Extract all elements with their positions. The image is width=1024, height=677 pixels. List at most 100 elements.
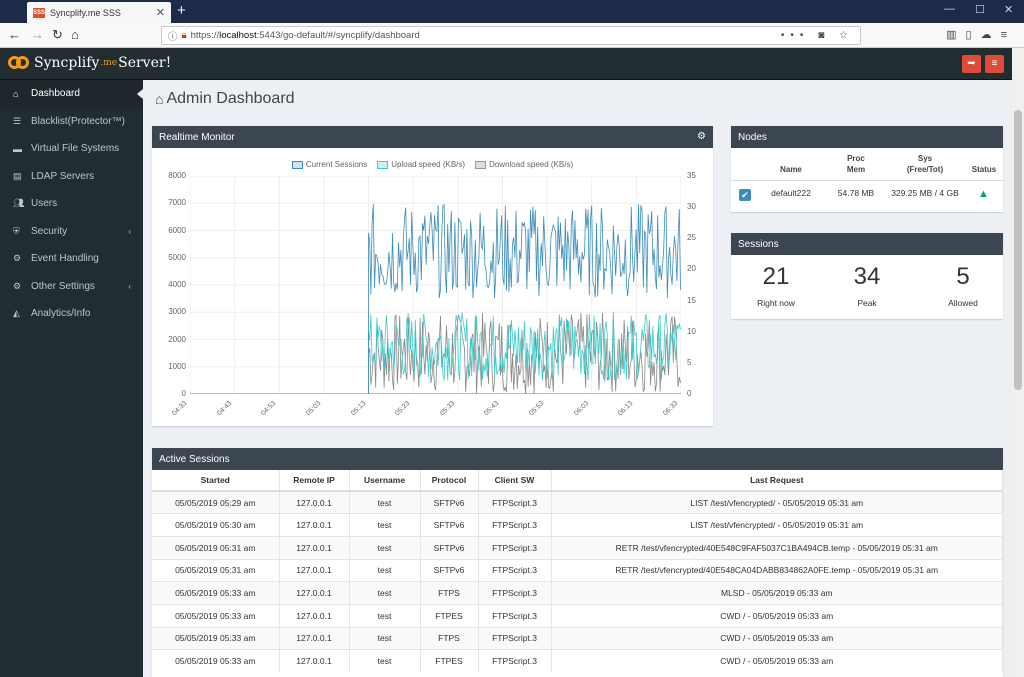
sessions-now-label: Right now (757, 298, 795, 308)
x-tick-label: 04:33 (171, 400, 189, 418)
sidebar-item-ldap-servers[interactable]: ▤ LDAP Servers (0, 163, 143, 191)
page-scrollbar[interactable] (1012, 48, 1024, 677)
sidebar-item-security[interactable]: ⛨ Security ‹ (0, 218, 143, 246)
legend-swatch (475, 160, 487, 169)
y-right-tick-label: 0 (687, 389, 692, 398)
table-cell: FTPScript.3 (478, 558, 552, 582)
sync-icon[interactable]: ☁ (980, 29, 1001, 41)
new-tab-button[interactable]: + (177, 2, 186, 19)
table-cell: FTPS (420, 626, 479, 650)
pocket-icon[interactable]: ◙ (818, 30, 831, 41)
column-header[interactable]: Client SW (478, 470, 552, 492)
chart-legend: Current Sessions Upload speed (KB/s) Dow… (152, 160, 713, 169)
table-row[interactable]: 05/05/2019 05:31 am 127.0.0.1 test SFTPv6 FT… (152, 558, 1003, 582)
table-row[interactable]: 05/05/2019 05:29 am 127.0.0.1 test SFTPv6 FT… (152, 490, 1003, 514)
menu-icon[interactable]: ≡ (1000, 29, 1016, 41)
browser-tab[interactable]: SSS Syncplify.me SSS ✕ (27, 2, 171, 23)
y-right-tick-label: 25 (687, 233, 696, 243)
url-bar[interactable]: ⓘ 🔒︎ https:// localhost :5443/go-default… (161, 26, 861, 45)
table-row[interactable]: 05/05/2019 05:33 am 127.0.0.1 test FTPS FTPS… (152, 581, 1003, 605)
y-tick-label: 1000 (168, 361, 186, 371)
column-header[interactable]: Username (349, 470, 421, 492)
forward-button[interactable]: → (31, 27, 44, 42)
table-cell: 05/05/2019 05:29 am (152, 490, 280, 514)
home-button[interactable]: ⌂ (71, 27, 79, 42)
column-header[interactable]: Last Request (551, 470, 1003, 492)
sidebar-item-event-handling[interactable]: ⚙ Event Handling (0, 245, 143, 273)
column-header: Sys (Free/Tot) (906, 154, 944, 174)
table-cell: SFTPv6 (420, 513, 479, 537)
node-sys-mem: 329.25 MB / 4 GB (891, 188, 959, 198)
y-tick-label: 5000 (168, 252, 186, 262)
app-logo[interactable]: Syncplify .me Server! (8, 55, 171, 71)
logout-button[interactable]: ➥ (962, 55, 981, 73)
browser-nav-bar: ← → ↻ ⌂ ⓘ 🔒︎ https:// localhost :5443/go… (0, 23, 1024, 48)
y-right-tick-label: 20 (687, 264, 696, 274)
scrollbar-thumb[interactable] (1014, 110, 1022, 390)
maximize-icon[interactable]: ☐ (975, 4, 985, 16)
sidebar-item-label: Security (31, 225, 68, 237)
x-tick-label: 04:43 (215, 400, 234, 418)
library-icon[interactable]: ▥ (946, 29, 966, 41)
panel-title: Sessions (738, 238, 779, 250)
legend-item[interactable]: Current Sessions (291, 160, 367, 169)
bookmark-star-icon[interactable]: ☆ (839, 30, 854, 41)
x-tick-label: 05:53 (528, 400, 546, 418)
legend-item[interactable]: Upload speed (KB/s) (377, 160, 465, 169)
node-checkbox[interactable]: ✔ (739, 189, 751, 201)
table-cell: 127.0.0.1 (279, 558, 350, 582)
shield-icon: ⛨ (13, 225, 20, 236)
close-window-icon[interactable]: ✕ (1004, 4, 1014, 16)
gear-icon[interactable]: ⚙ (697, 131, 706, 142)
menu-toggle-button[interactable]: ≡ (985, 55, 1004, 73)
reload-button[interactable]: ↻ (52, 27, 63, 42)
column-header[interactable]: Started (152, 470, 280, 492)
sidebar-item-analytics[interactable]: ◭ Analytics/Info (0, 300, 143, 328)
table-row[interactable]: 05/05/2019 05:31 am 127.0.0.1 test SFTPv6 FT… (152, 535, 1003, 560)
browser-tab-bar: SSS Syncplify.me SSS ✕ + — ☐ ✕ (0, 0, 1024, 23)
sidebar-item-users[interactable]: 👥︎ Users (0, 190, 143, 218)
table-cell: FTPScript.3 (478, 490, 552, 514)
column-header[interactable]: Protocol (420, 470, 479, 492)
table-row[interactable]: 05/05/2019 05:33 am 127.0.0.1 test FTPS FTPS… (152, 626, 1003, 650)
sidebar: ⌂ Dashboard ☰ Blacklist(Protector™) ▬ Vi… (0, 80, 143, 677)
table-cell: test (349, 626, 421, 650)
back-button[interactable]: ← (8, 27, 21, 42)
table-cell: CWD / - 05/05/2019 05:33 am (551, 649, 1003, 673)
table-cell: test (349, 535, 421, 560)
table-cell: FTPScript.3 (478, 626, 552, 650)
table-cell: RETR /test/vfencrypted/40E548C9FAF5037C1… (551, 535, 1003, 560)
table-cell: RETR /test/vfencrypted/40E548CA04DABB834… (551, 558, 1003, 582)
table-cell: SFTPv6 (420, 535, 479, 560)
minimize-icon[interactable]: — (944, 3, 955, 15)
sidebar-item-other-settings[interactable]: ⚙ Other Settings ‹ (0, 273, 143, 301)
legend-swatch (377, 160, 389, 169)
sidebar-item-dashboard[interactable]: ⌂ Dashboard (0, 80, 143, 108)
x-tick-label: 06:33 (662, 400, 680, 418)
y-right-tick-label: 15 (687, 295, 696, 305)
table-row[interactable]: 05/05/2019 05:33 am 127.0.0.1 test FTPES FTP… (152, 649, 1003, 673)
sessions-now-value: 21 (762, 263, 790, 290)
series-line (190, 204, 681, 394)
sidebar-item-virtual-file-systems[interactable]: ▬ Virtual File Systems (0, 135, 143, 163)
table-row[interactable]: 05/05/2019 05:33 am 127.0.0.1 test FTPES FTP… (152, 603, 1003, 628)
table-row[interactable]: 05/05/2019 05:30 am 127.0.0.1 test SFTPv6 FT… (152, 513, 1003, 537)
x-tick-label: 05:03 (305, 400, 323, 418)
logo-text: Syncplify (34, 55, 100, 71)
column-header[interactable]: Remote IP (279, 470, 350, 492)
y-right-tick-label: 35 (687, 171, 696, 180)
close-tab-icon[interactable]: ✕ (155, 7, 165, 19)
table-cell: MLSD - 05/05/2019 05:33 am (551, 581, 1003, 605)
y-tick-label: 3000 (168, 307, 186, 317)
legend-item[interactable]: Download speed (KB/s) (475, 160, 573, 169)
info-icon[interactable]: ⓘ (168, 31, 178, 43)
sidebar-item-label: Analytics/Info (31, 308, 91, 320)
more-icon[interactable]: ••• (780, 30, 810, 41)
table-cell: 05/05/2019 05:33 am (152, 626, 280, 650)
sidebar-item-label: Virtual File Systems (31, 143, 120, 155)
url-prefix: https:// (190, 30, 220, 41)
sidebar-item-blacklist[interactable]: ☰ Blacklist(Protector™) (0, 108, 143, 136)
sidebar-icon[interactable]: ▯ (965, 29, 981, 41)
server-icon: ▤ (13, 170, 22, 181)
table-cell: test (349, 603, 421, 628)
